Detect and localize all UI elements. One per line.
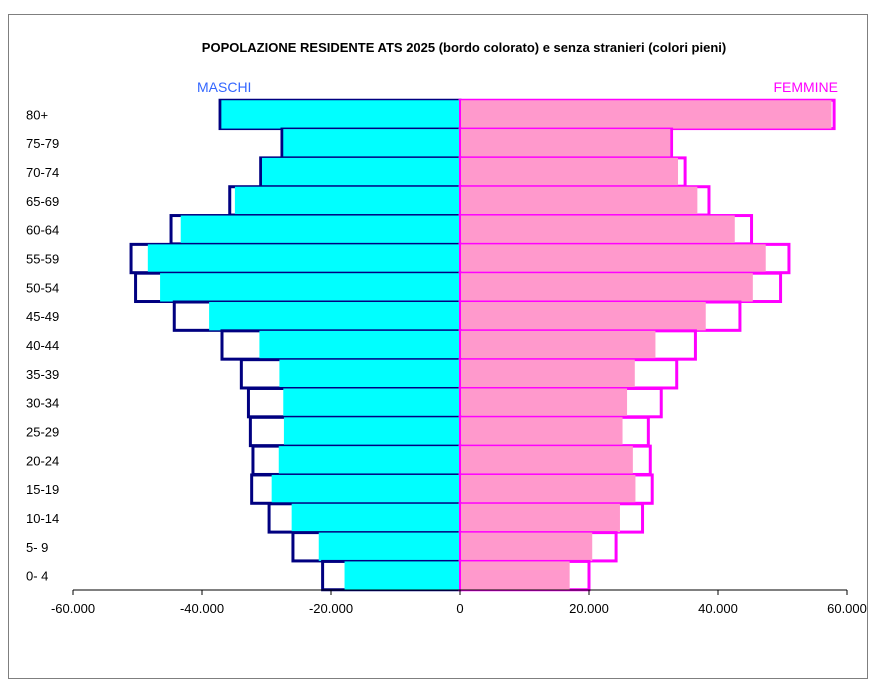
x-tick-label: -20.000 (309, 601, 353, 616)
x-tick-label: 40.000 (698, 601, 738, 616)
female-native-bar (460, 157, 679, 187)
x-axis: -60.000 -40.000 -20.000 0 20.000 40.000 60.000 (51, 589, 867, 616)
male-side-label: MASCHI (197, 79, 251, 95)
male-native-bar (283, 388, 460, 417)
female-native-bar (460, 359, 635, 388)
population-pyramid-chart: POPOLAZIONE RESIDENTE ATS 2025 (bordo co… (26, 40, 867, 616)
category-label: 45-49 (26, 309, 59, 324)
male-native-bar (209, 302, 460, 331)
male-native-bar (160, 273, 460, 302)
male-native-bar (278, 446, 460, 475)
female-native-bar (460, 129, 671, 158)
female-side-label: FEMMINE (773, 79, 838, 95)
male-native-bar (279, 359, 460, 388)
x-tick-label: 0 (456, 601, 463, 616)
category-label: 25-29 (26, 424, 59, 439)
category-label: 55-59 (26, 252, 59, 267)
category-label: 5- 9 (26, 540, 48, 555)
male-native-bar (259, 330, 460, 360)
male-native-bar (291, 503, 460, 533)
category-label: 80+ (26, 107, 48, 122)
category-label: 15-19 (26, 482, 59, 497)
male-native-bar (147, 244, 460, 273)
category-label: 40-44 (26, 338, 59, 353)
female-native-bar (460, 503, 620, 533)
female-native-bar (460, 330, 656, 360)
male-native-bar (283, 417, 460, 446)
x-tick-label: 60.000 (827, 601, 867, 616)
category-label: 35-39 (26, 367, 59, 382)
male-native-bar (261, 157, 460, 187)
female-native-bar (460, 244, 766, 273)
category-label: 20-24 (26, 453, 59, 468)
category-label: 10-14 (26, 511, 59, 526)
category-label: 65-69 (26, 194, 59, 209)
category-label: 70-74 (26, 165, 59, 180)
male-native-bar (283, 129, 460, 158)
female-native-bar (460, 302, 706, 331)
category-label: 0- 4 (26, 569, 48, 584)
male-native-bar (271, 474, 460, 504)
bars-group (129, 98, 836, 592)
male-native-bar (221, 100, 460, 129)
category-label: 50-54 (26, 280, 59, 295)
female-native-bar (460, 388, 628, 417)
chart-frame: POPOLAZIONE RESIDENTE ATS 2025 (bordo co… (8, 14, 868, 679)
x-tick-label: 20.000 (569, 601, 609, 616)
female-native-bar (460, 532, 593, 561)
female-native-bar (460, 186, 698, 216)
male-native-bar (180, 215, 460, 244)
category-labels: 80+ 75-79 70-74 65-69 60-64 55-59 50-54 45-49 40… (26, 107, 59, 583)
female-native-bar (460, 100, 832, 129)
female-native-bar (460, 446, 633, 475)
x-tick-label: -60.000 (51, 601, 95, 616)
female-native-bar (460, 561, 570, 590)
female-native-bar (460, 474, 636, 504)
chart-title: POPOLAZIONE RESIDENTE ATS 2025 (bordo co… (202, 40, 726, 55)
male-native-bar (234, 186, 460, 216)
category-label: 30-34 (26, 396, 59, 411)
female-native-bar (460, 215, 735, 244)
category-label: 75-79 (26, 136, 59, 151)
category-label: 60-64 (26, 223, 59, 238)
female-native-bar (460, 417, 623, 446)
female-native-bar (460, 273, 753, 302)
male-native-bar (344, 561, 460, 590)
male-native-bar (318, 532, 460, 561)
x-tick-label: -40.000 (180, 601, 224, 616)
